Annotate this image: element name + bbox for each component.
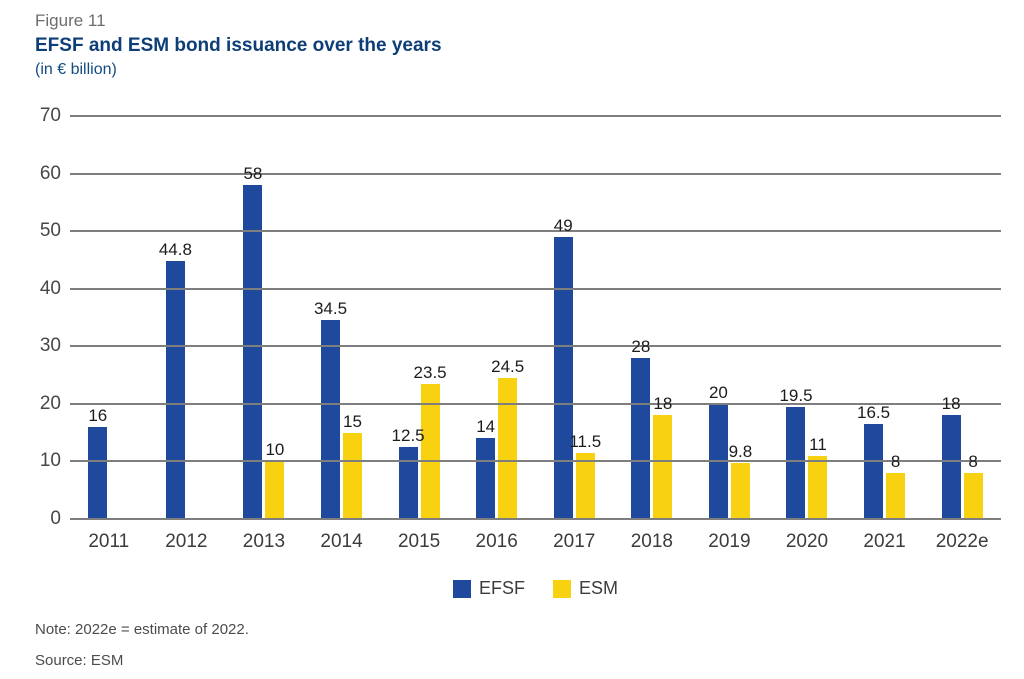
value-label-esm-2015: 23.5 bbox=[413, 362, 447, 382]
x-tick-2012: 2012 bbox=[165, 531, 208, 552]
category-2015: 12.5 23.5 bbox=[380, 116, 458, 519]
bar-efsf-2017: 49 bbox=[553, 216, 573, 519]
x-tick-2021: 2021 bbox=[863, 531, 906, 552]
bar-efsf-2015: 12.5 bbox=[392, 426, 425, 519]
chart-title: EFSF and ESM bond issuance over the year… bbox=[35, 35, 442, 56]
y-tick-30: 30 bbox=[39, 335, 61, 357]
figure-label: Figure 11 bbox=[35, 11, 106, 30]
legend-swatch-efsf bbox=[452, 579, 471, 598]
chart-header: Figure 11 EFSF and ESM bond issuance ove… bbox=[0, 0, 1024, 80]
bar-efsf-2014: 34.5 bbox=[314, 299, 347, 519]
chart-footer: Note: 2022e = estimate of 2022. Source: … bbox=[35, 621, 1024, 669]
value-label-esm-2020: 11 bbox=[809, 434, 827, 454]
value-label-efsf-2017: 49 bbox=[553, 215, 573, 235]
legend-item-efsf: EFSF bbox=[452, 578, 525, 599]
value-label-efsf-2016: 14 bbox=[476, 417, 496, 437]
bar-esm-2021: 8 bbox=[886, 452, 906, 519]
value-label-efsf-2012: 44.8 bbox=[158, 240, 192, 260]
category-2016: 14 24.5 bbox=[458, 116, 536, 519]
y-tick-60: 60 bbox=[39, 162, 61, 184]
y-tick-10: 10 bbox=[39, 450, 61, 472]
bar-efsf-2021: 16.5 bbox=[857, 403, 890, 519]
bar-esm-2019: 9.8 bbox=[729, 442, 752, 519]
bar-efsf-2016: 14 bbox=[476, 417, 496, 519]
x-tick-2014: 2014 bbox=[320, 531, 363, 552]
bar-esm-2022e: 8 bbox=[963, 452, 983, 519]
value-label-esm-2021: 8 bbox=[890, 451, 901, 471]
y-tick-50: 50 bbox=[39, 220, 61, 242]
bar-efsf-2013: 58 bbox=[243, 164, 263, 519]
bar-esm-2014: 15 bbox=[343, 412, 363, 519]
bar-esm-2013: 10 bbox=[265, 440, 285, 519]
x-tick-2020: 2020 bbox=[785, 531, 829, 552]
x-tick-2022e: 2022e bbox=[935, 531, 989, 552]
x-tick-2015: 2015 bbox=[397, 531, 441, 552]
value-label-esm-2014: 15 bbox=[343, 411, 362, 431]
legend: EFSF ESM bbox=[70, 578, 1001, 599]
bar-esm-2016: 24.5 bbox=[491, 357, 524, 519]
y-tick-40: 40 bbox=[39, 277, 61, 299]
bar-esm-2017: 11.5 bbox=[569, 432, 601, 519]
x-tick-2016: 2016 bbox=[475, 531, 518, 552]
value-label-efsf-2011: 16 bbox=[88, 405, 108, 425]
x-tick-2019: 2019 bbox=[708, 531, 751, 552]
category-2017: 49 11.5 bbox=[535, 116, 613, 519]
category-2022e: 18 8 bbox=[923, 116, 1001, 519]
plot-area: 16 44.8 58 10 34.5 15 12.5 23.5 14 24.5 49 11.5 28 18… bbox=[40, 105, 1001, 529]
value-label-efsf-2021: 16.5 bbox=[857, 403, 891, 423]
x-tick-2018: 2018 bbox=[630, 531, 673, 552]
x-tick-2013: 2013 bbox=[242, 531, 286, 552]
chart-subtitle: (in € billion) bbox=[35, 61, 117, 78]
category-2012: 44.8 bbox=[148, 116, 226, 519]
x-axis-labels: 2011 2012 2013 2014 2015 2016 2017 2018 2019 2020… bbox=[70, 531, 1001, 553]
bar-esm-2015: 23.5 bbox=[414, 363, 447, 519]
bar-efsf-2011: 16 bbox=[88, 406, 108, 519]
legend-swatch-esm bbox=[553, 579, 571, 598]
chart-area: 16 44.8 58 10 34.5 15 12.5 23.5 14 24.5 49 11.5 28 18… bbox=[0, 105, 1024, 599]
category-2014: 34.5 15 bbox=[303, 116, 381, 519]
y-tick-70: 70 bbox=[39, 105, 61, 126]
bars-layer: 16 44.8 58 10 34.5 15 12.5 23.5 14 24.5 49 11.5 28 18… bbox=[70, 116, 1001, 519]
legend-label-efsf: EFSF bbox=[478, 578, 525, 598]
value-label-esm-2019: 9.8 bbox=[728, 441, 753, 461]
value-label-efsf-2018: 28 bbox=[631, 336, 651, 356]
value-label-esm-2022e: 8 bbox=[968, 451, 978, 471]
value-label-esm-2018: 18 bbox=[653, 394, 673, 414]
value-label-efsf-2015: 12.5 bbox=[391, 426, 425, 446]
category-2021: 16.5 8 bbox=[846, 116, 924, 519]
value-label-efsf-2013: 58 bbox=[243, 164, 263, 184]
category-2011: 16 bbox=[70, 116, 148, 519]
note-text: Note: 2022e = estimate of 2022. bbox=[35, 621, 249, 638]
category-2019: 20 9.8 bbox=[691, 116, 769, 519]
bar-esm-2018: 18 bbox=[653, 394, 673, 519]
legend-item-esm: ESM bbox=[553, 578, 618, 599]
legend-label-esm: ESM bbox=[579, 578, 619, 598]
source-text: Source: ESM bbox=[35, 652, 124, 669]
bar-efsf-2022e: 18 bbox=[941, 394, 961, 519]
value-label-efsf-2014: 34.5 bbox=[313, 299, 348, 319]
bar-esm-2020: 11 bbox=[808, 435, 828, 519]
bar-efsf-2018: 28 bbox=[631, 337, 651, 519]
category-2018: 28 18 bbox=[613, 116, 691, 519]
category-2013: 58 10 bbox=[225, 116, 303, 519]
value-label-efsf-2022e: 18 bbox=[941, 394, 961, 414]
value-label-esm-2017: 11.5 bbox=[569, 431, 602, 451]
bar-efsf-2019: 20 bbox=[708, 383, 728, 519]
category-2020: 19.5 11 bbox=[768, 116, 846, 519]
value-label-efsf-2020: 19.5 bbox=[779, 385, 813, 405]
bar-efsf-2020: 19.5 bbox=[779, 386, 813, 519]
bar-efsf-2012: 44.8 bbox=[159, 240, 192, 519]
value-label-efsf-2019: 20 bbox=[708, 382, 728, 402]
value-label-esm-2013: 10 bbox=[265, 440, 285, 460]
value-label-esm-2016: 24.5 bbox=[491, 356, 525, 376]
x-tick-2017: 2017 bbox=[553, 531, 596, 552]
x-tick-2011: 2011 bbox=[88, 531, 130, 552]
y-tick-0: 0 bbox=[50, 508, 61, 529]
y-tick-20: 20 bbox=[39, 392, 61, 414]
